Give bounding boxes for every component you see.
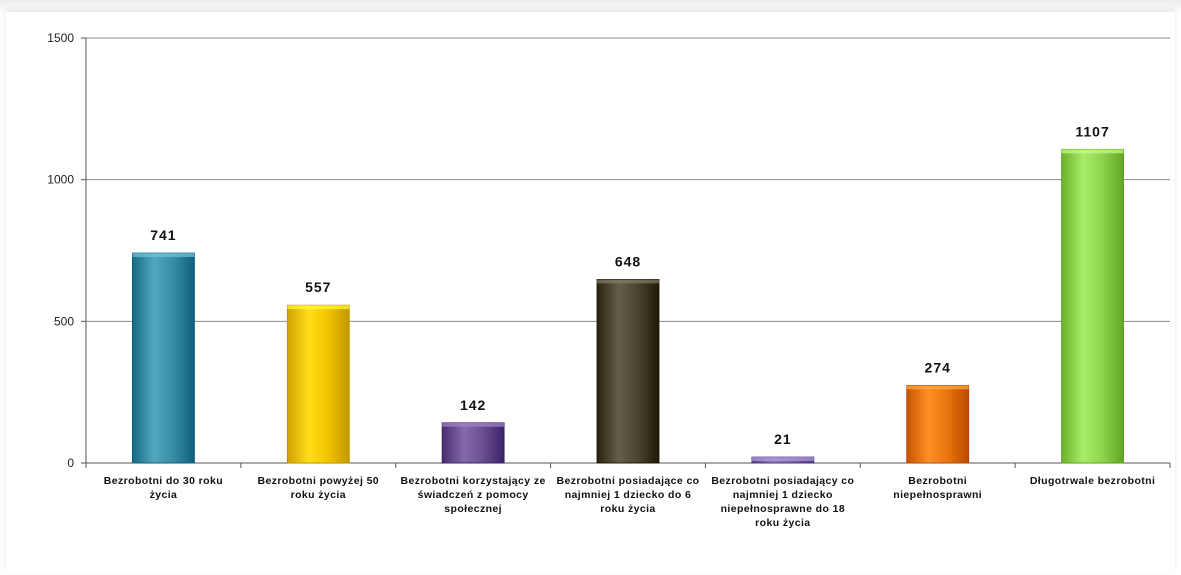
data-label: 741 bbox=[150, 227, 176, 243]
data-label: 557 bbox=[305, 279, 331, 295]
x-category-label: Bezrobotni posiadający co najmniej 1 dzi… bbox=[711, 475, 855, 529]
data-label: 21 bbox=[774, 431, 792, 447]
bar bbox=[286, 304, 350, 464]
data-label: 274 bbox=[925, 359, 951, 375]
chart-panel bbox=[6, 12, 1175, 572]
data-label: 648 bbox=[615, 253, 641, 269]
bar bbox=[596, 278, 660, 464]
x-category-label: Bezrobotni powyżej 50 roku życia bbox=[257, 475, 380, 501]
data-labels: 741 557 142 648 21 274 1107 bbox=[150, 123, 1109, 447]
y-tick-labels: 0 500 1000 1500 bbox=[47, 31, 74, 470]
x-category-label: Bezrobotni niepełnosprawni bbox=[893, 475, 983, 501]
y-tick-label: 0 bbox=[67, 456, 74, 470]
bar bbox=[441, 422, 505, 464]
y-tick-label: 1000 bbox=[47, 173, 74, 187]
x-category-label: Bezrobotni posiadające co najmniej 1 dzi… bbox=[556, 475, 700, 515]
bar-highlight bbox=[1061, 149, 1124, 154]
bar-highlight bbox=[287, 305, 350, 310]
bar-highlight bbox=[597, 279, 659, 284]
bar bbox=[132, 252, 195, 464]
y-tick-label: 1500 bbox=[47, 31, 74, 45]
bar bbox=[906, 384, 970, 464]
bar-highlight bbox=[751, 457, 814, 462]
x-category-label: Bezrobotni do 30 roku życia bbox=[103, 475, 224, 501]
y-tick-label: 500 bbox=[54, 314, 74, 328]
bar bbox=[1061, 148, 1124, 464]
bars bbox=[132, 148, 1124, 464]
x-category-label: Długotrwale bezrobotni bbox=[1029, 475, 1156, 487]
x-category-label: Bezrobotni korzystający ze świadczeń z p… bbox=[400, 475, 546, 515]
data-label: 142 bbox=[460, 397, 486, 413]
bar-highlight bbox=[442, 422, 505, 427]
gridlines bbox=[86, 37, 1170, 322]
bar-highlight bbox=[906, 385, 969, 390]
data-label: 1107 bbox=[1075, 123, 1109, 139]
bar-highlight bbox=[132, 253, 195, 258]
